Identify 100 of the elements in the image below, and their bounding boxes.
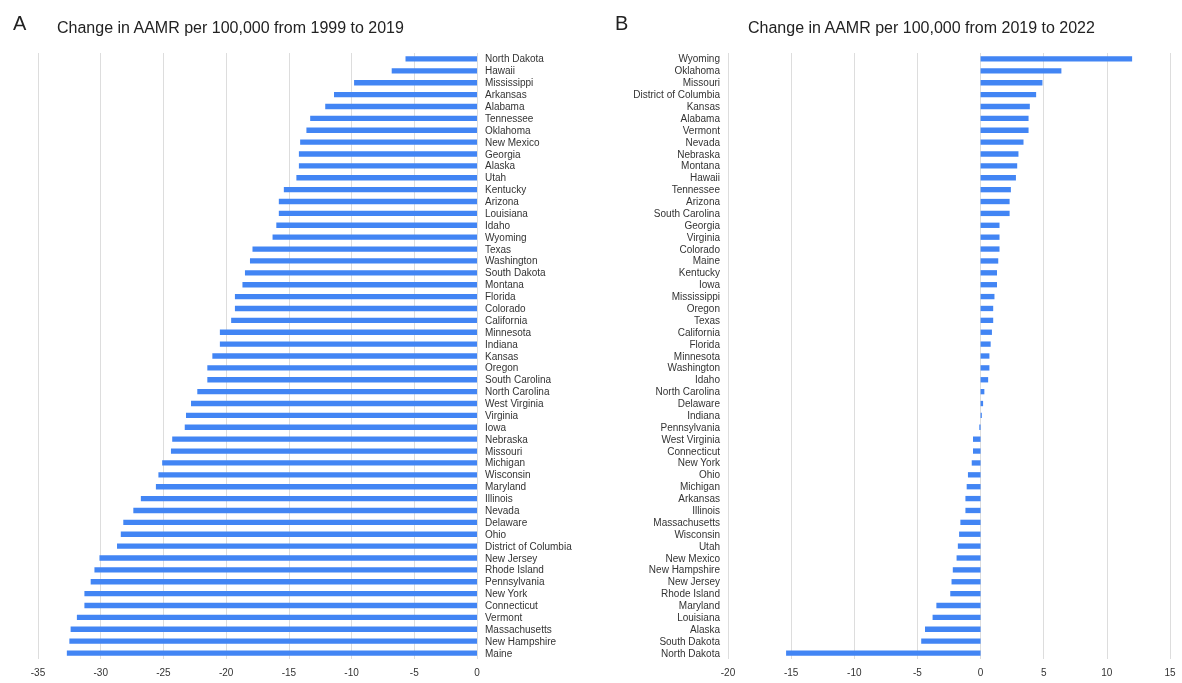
bar — [980, 246, 1000, 252]
bar — [980, 151, 1019, 157]
y-tick-label: Ohio — [698, 469, 721, 481]
y-tick-label: Utah — [485, 172, 507, 184]
y-tick-label: New York — [677, 457, 721, 469]
y-tick-label: Louisiana — [677, 611, 721, 623]
bar — [951, 579, 981, 585]
y-tick-label: Alabama — [485, 100, 525, 112]
y-tick-label: Tennessee — [485, 112, 534, 124]
text: A — [13, 12, 27, 34]
bar — [967, 472, 981, 478]
y-tick-label: California — [485, 314, 528, 326]
y-tick-label: South Dakota — [485, 267, 547, 279]
bar — [957, 543, 981, 549]
y-tick-label: Minnesota — [673, 350, 721, 362]
bar — [925, 626, 981, 632]
bar — [980, 329, 992, 335]
bar — [980, 258, 999, 264]
bar — [980, 186, 1011, 193]
y-tick-label: Oregon — [485, 362, 519, 374]
y-tick-label: North Dakota — [485, 53, 545, 65]
y-tick-label: Indiana — [485, 338, 519, 350]
bar — [980, 353, 990, 359]
y-tick-label: Utah — [698, 540, 720, 552]
y-tick-label: Texas — [485, 243, 512, 255]
y-tick-label: Maine — [485, 647, 513, 659]
y-tick-label: South Dakota — [659, 635, 721, 647]
bar — [980, 103, 1030, 110]
y-tick-label: Kentucky — [485, 184, 527, 196]
bar — [980, 175, 1016, 181]
y-tick-label: Iowa — [485, 421, 507, 433]
y-tick-label: Illinois — [485, 493, 513, 505]
y-tick-label: New Mexico — [665, 552, 721, 564]
y-tick-label: Washington — [667, 362, 720, 374]
y-tick-label: West Virginia — [661, 433, 721, 445]
text: B — [615, 12, 629, 34]
x-tick-label: -10 — [344, 666, 360, 678]
y-tick-label: South Carolina — [653, 207, 721, 219]
x-tick-label: 5 — [1040, 666, 1047, 678]
y-tick-label: New Jersey — [485, 552, 538, 564]
y-tick-label: Oregon — [686, 302, 720, 314]
y-tick-label: Kentucky — [678, 267, 720, 279]
bar — [980, 222, 1000, 228]
y-tick-label: Pennsylvania — [485, 576, 545, 588]
y-tick-label: Iowa — [698, 279, 721, 291]
bar — [980, 68, 1062, 74]
y-tick-label: Montana — [681, 160, 721, 172]
y-tick-label: Ohio — [485, 528, 507, 540]
y-tick-label: Vermont — [485, 611, 523, 623]
y-tick-label: Wyoming — [678, 53, 720, 65]
chart-title: Change in AAMR per 100,000 from 1999 to 2019 — [57, 18, 404, 36]
x-tick-label: -15 — [783, 666, 799, 678]
y-tick-label: Hawaii — [689, 172, 720, 184]
y-tick-label: Alabama — [680, 112, 721, 124]
y-tick-label: Kansas — [485, 350, 519, 362]
bar — [936, 602, 981, 609]
y-tick-label: Washington — [485, 255, 538, 267]
x-tick-label: -35 — [30, 666, 46, 678]
y-tick-label: Oklahoma — [674, 65, 721, 77]
y-tick-label: Wisconsin — [485, 469, 531, 481]
y-tick-label: Arizona — [485, 196, 520, 208]
y-tick-label: Virginia — [686, 231, 721, 243]
y-tick-label: Texas — [693, 314, 720, 326]
x-tick-label: 0 — [474, 666, 481, 678]
y-tick-label: Hawaii — [485, 65, 516, 77]
y-tick-label: Wyoming — [485, 231, 527, 243]
y-tick-label: Colorado — [485, 302, 527, 314]
y-tick-label: Nebraska — [677, 148, 721, 160]
y-tick-label: Nevada — [685, 136, 721, 148]
bar — [960, 519, 981, 526]
y-tick-label: Arizona — [686, 196, 721, 208]
y-tick-label: Louisiana — [485, 207, 529, 219]
y-tick-label: South Carolina — [485, 374, 552, 386]
y-tick-label: Mississippi — [485, 77, 534, 89]
y-tick-label: New Hampshire — [648, 564, 721, 576]
y-tick-label: Virginia — [485, 409, 519, 421]
y-tick-label: Rhode Island — [661, 588, 720, 600]
bar — [950, 590, 981, 597]
x-tick-label: 15 — [1164, 666, 1176, 678]
x-tick-label: -10 — [847, 666, 862, 678]
bar — [980, 115, 1029, 122]
bar — [965, 495, 981, 502]
y-tick-label: Colorado — [679, 243, 721, 255]
y-tick-label: New Mexico — [485, 136, 540, 148]
bar — [980, 56, 1133, 62]
y-tick-label: Georgia — [684, 219, 721, 231]
bar — [980, 270, 997, 276]
bar — [980, 210, 1010, 217]
y-tick-label: Connecticut — [485, 600, 539, 612]
bar — [980, 91, 1037, 98]
x-tick-label: -20 — [720, 666, 736, 678]
y-tick-label: Alaska — [689, 623, 721, 635]
x-tick-label: 0 — [977, 666, 984, 678]
bar — [980, 341, 991, 347]
y-tick-label: New Jersey — [667, 576, 720, 588]
y-tick-label: Massachusetts — [485, 623, 552, 635]
y-tick-label: Maine — [692, 255, 721, 267]
y-tick-label: Nevada — [485, 504, 520, 516]
x-tick-label: -5 — [409, 666, 420, 678]
bar — [966, 484, 981, 490]
